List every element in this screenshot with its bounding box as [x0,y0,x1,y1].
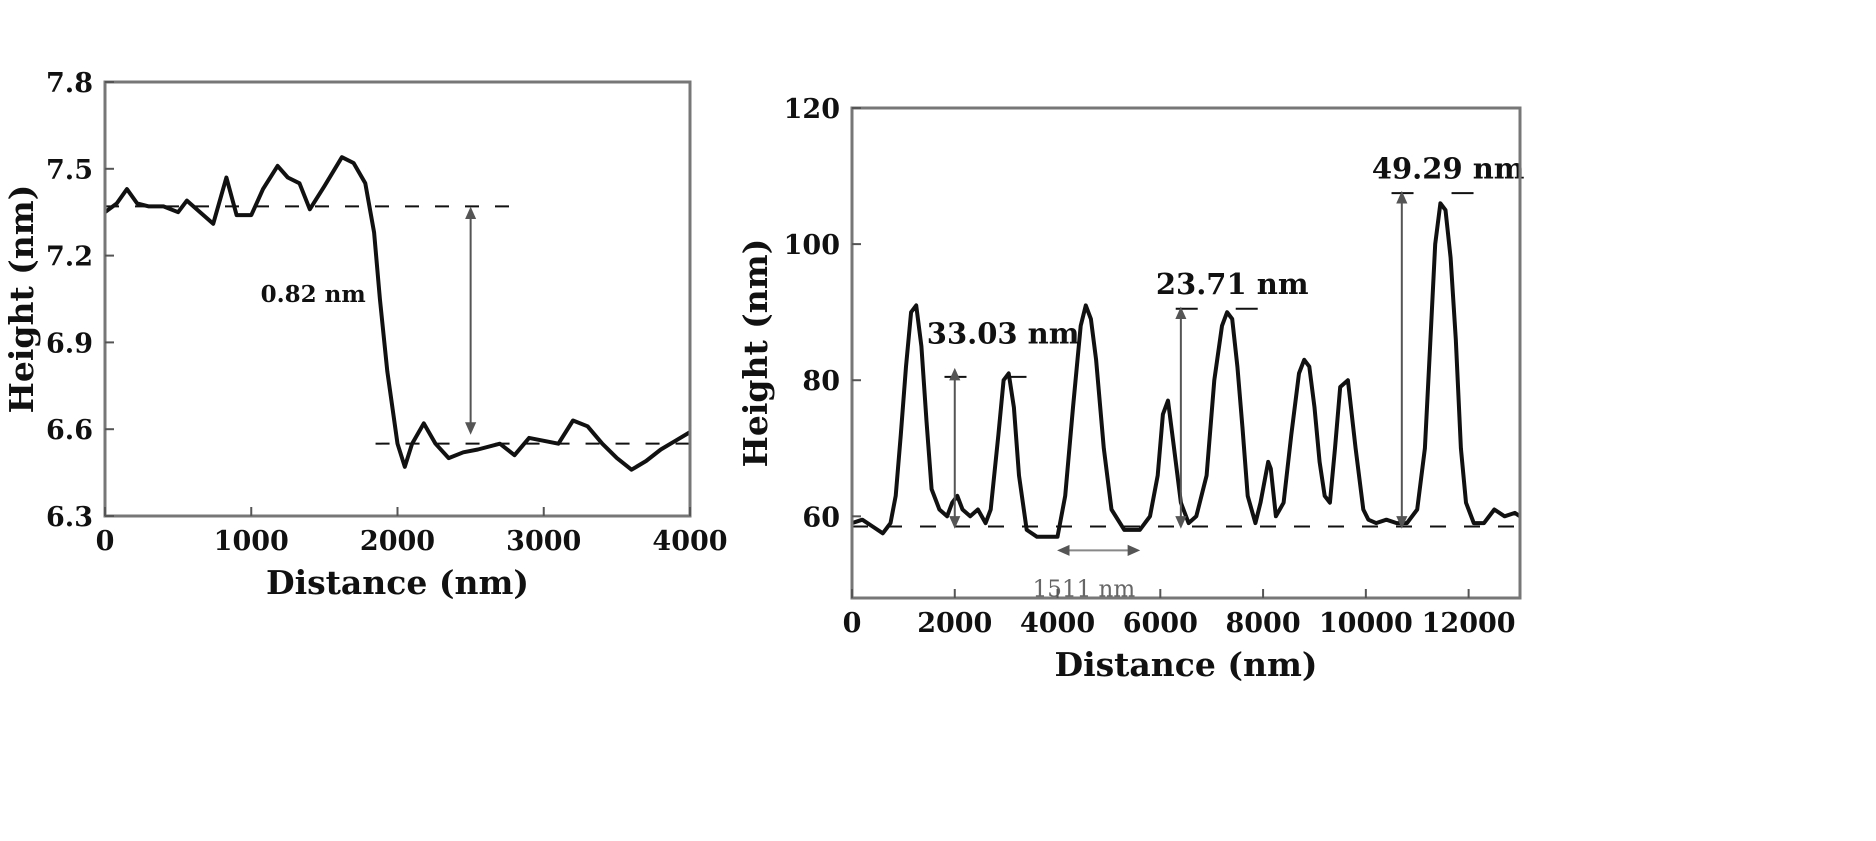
right-annotation-label-33.03: 33.03 nm [927,316,1080,350]
left-profile-line [105,157,690,470]
R-x-tick-label: 10000 [1319,608,1413,639]
R-x-tick-label: 8000 [1225,608,1300,639]
right-annotation-label-49.29: 49.29 nm [1372,151,1525,185]
R-x-tick-label: 6000 [1123,608,1198,639]
R-y-tick-label: 100 [784,230,840,261]
R-x-tick-label: 0 [843,608,862,639]
right-annotation-label-23.71: 23.71 nm [1156,267,1309,301]
left-ticks: 0 1000 2000 3000 4000 6.3 6.6 6.9 7.2 7.5 7.8 [46,68,728,557]
R-y-tick-label: 120 [784,94,840,125]
left-annotation-label: 0.82 nm [261,281,366,308]
L-y-tick-label: 6.3 [46,502,93,533]
chart-left-height-profile: 0.82 nm 0 1000 2000 3000 4000 6.3 6.6 6.9 7.2 7.5… [2,68,728,602]
chart-right-height-profile: 33.03 nm 23.71 nm 49.29 nm 1511 nm 02000… [736,94,1525,684]
R-x-tick-label: 2000 [917,608,992,639]
R-y-tick-label: 60 [802,502,840,533]
L-x-tick-label: 4000 [652,526,727,557]
R-x-tick-label: 4000 [1020,608,1095,639]
L-x-tick-label: 2000 [360,526,435,557]
right-x-axis-title: Distance (nm) [1054,645,1317,684]
L-x-tick-label: 3000 [506,526,581,557]
right-y-axis-title: Height (nm) [736,239,775,468]
L-x-tick-label: 0 [96,526,115,557]
R-x-tick-label: 12000 [1422,608,1516,639]
L-y-tick-label: 6.6 [46,415,93,446]
R-y-tick-label: 80 [802,366,840,397]
L-x-tick-label: 1000 [214,526,289,557]
left-plot-frame [105,82,690,516]
right-profile-line [852,203,1520,537]
left-x-axis-title: Distance (nm) [266,563,529,602]
L-y-tick-label: 6.9 [46,328,93,359]
left-y-axis-title: Height (nm) [2,185,41,414]
L-y-tick-label: 7.8 [46,68,93,99]
L-y-tick-label: 7.5 [46,155,93,186]
L-y-tick-label: 7.2 [46,242,93,273]
